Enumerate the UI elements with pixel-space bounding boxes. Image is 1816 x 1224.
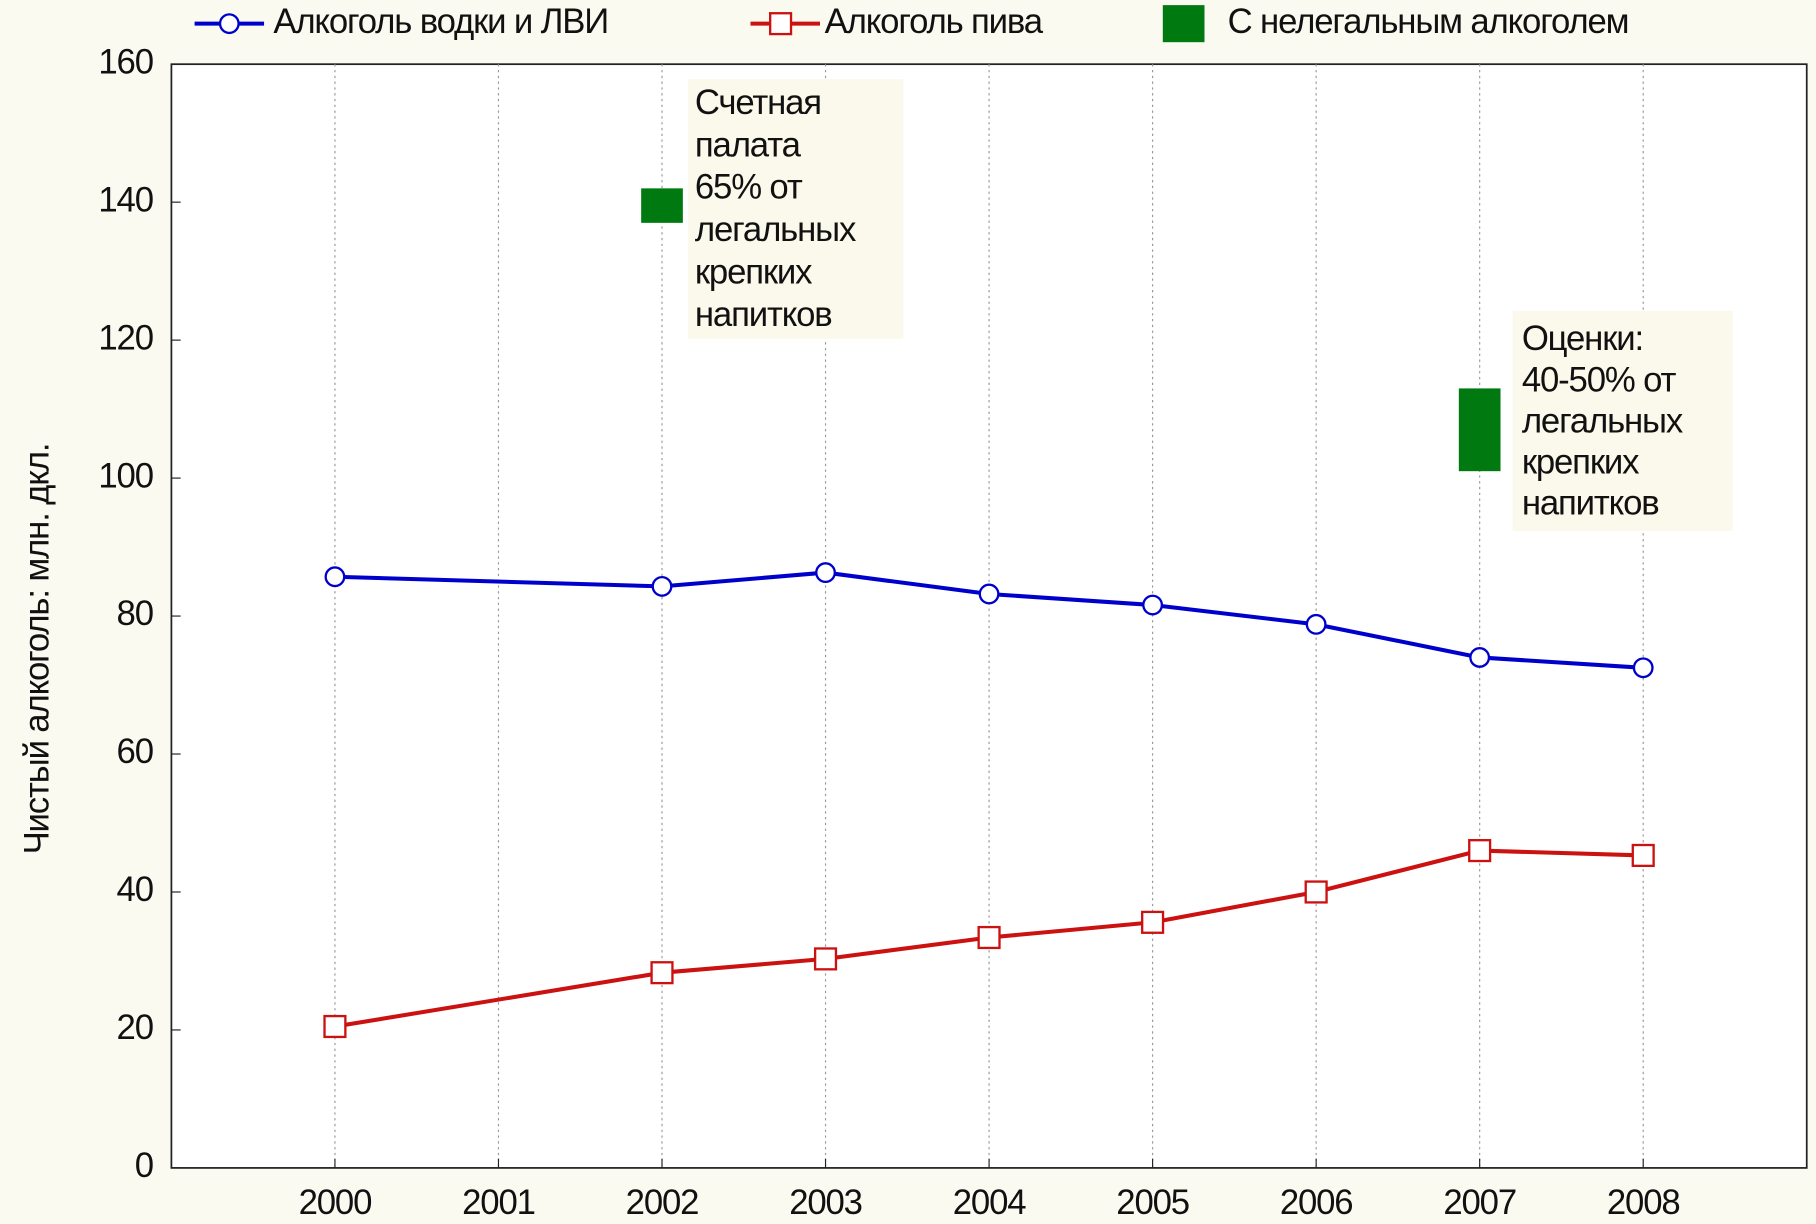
annotation-text: легальных (1522, 402, 1683, 440)
point (650, 961, 674, 985)
annotation-text: палата (695, 126, 802, 164)
point (651, 575, 673, 597)
point (977, 925, 1001, 950)
legend-marker (769, 12, 793, 36)
point (1469, 647, 1491, 668)
point (1632, 657, 1654, 679)
annotation-box (687, 79, 904, 339)
point (1142, 594, 1164, 616)
range-bar (1458, 388, 1501, 472)
x-tick-label: 2001 (462, 1184, 535, 1222)
legend-marker (1162, 5, 1205, 43)
annotation-text: 40-50% от (1522, 361, 1677, 399)
annotation-text: легальных (695, 211, 856, 249)
x-tick-label: 2008 (1607, 1184, 1680, 1222)
point (1305, 613, 1327, 635)
annotation-text: напитков (695, 296, 832, 334)
legend-label: С нелегальным алкоголем (1228, 3, 1629, 41)
annotation-text: 65% от (695, 169, 803, 207)
point (1631, 843, 1655, 868)
y-tick-label: 60 (117, 733, 153, 771)
x-tick-label: 2000 (299, 1184, 372, 1222)
annotation-box (1512, 310, 1733, 531)
range-bar (641, 188, 683, 223)
legend-marker (218, 13, 240, 35)
x-tick-label: 2006 (1280, 1184, 1353, 1222)
y-tick-label: 40 (117, 871, 153, 909)
point (324, 566, 346, 588)
annotation-text: Оценки: (1522, 320, 1643, 358)
legend-label: Алкоголь пива (825, 3, 1044, 41)
point (978, 583, 1000, 605)
annotation-text: крепких (695, 253, 812, 291)
y-tick-label: 140 (98, 181, 152, 219)
annotation-text: напитков (1522, 485, 1659, 523)
point (1141, 910, 1165, 934)
y-tick-label: 20 (117, 1009, 153, 1047)
point (813, 947, 838, 971)
y-tick-label: 100 (98, 457, 152, 495)
point (323, 1014, 347, 1039)
y-axis-label: Чистый алкоголь: млн. дкл. (19, 444, 57, 855)
y-tick-label: 0 (135, 1147, 153, 1185)
point (1468, 839, 1492, 863)
x-tick-label: 2005 (1116, 1184, 1189, 1222)
annotation-text: Счетная (695, 84, 821, 122)
series-line (334, 570, 1644, 670)
series-line (334, 848, 1644, 1029)
y-tick-label: 80 (117, 595, 153, 633)
annotation-text: крепких (1522, 444, 1639, 482)
x-tick-label: 2002 (626, 1184, 699, 1222)
point (815, 562, 836, 584)
x-tick-label: 2003 (789, 1184, 862, 1222)
y-tick-label: 120 (98, 319, 152, 357)
y-tick-label: 160 (98, 43, 152, 81)
point (1304, 880, 1328, 904)
legend-label: Алкоголь водки и ЛВИ (273, 3, 608, 41)
x-tick-label: 2007 (1443, 1184, 1516, 1222)
x-tick-label: 2004 (953, 1184, 1026, 1222)
